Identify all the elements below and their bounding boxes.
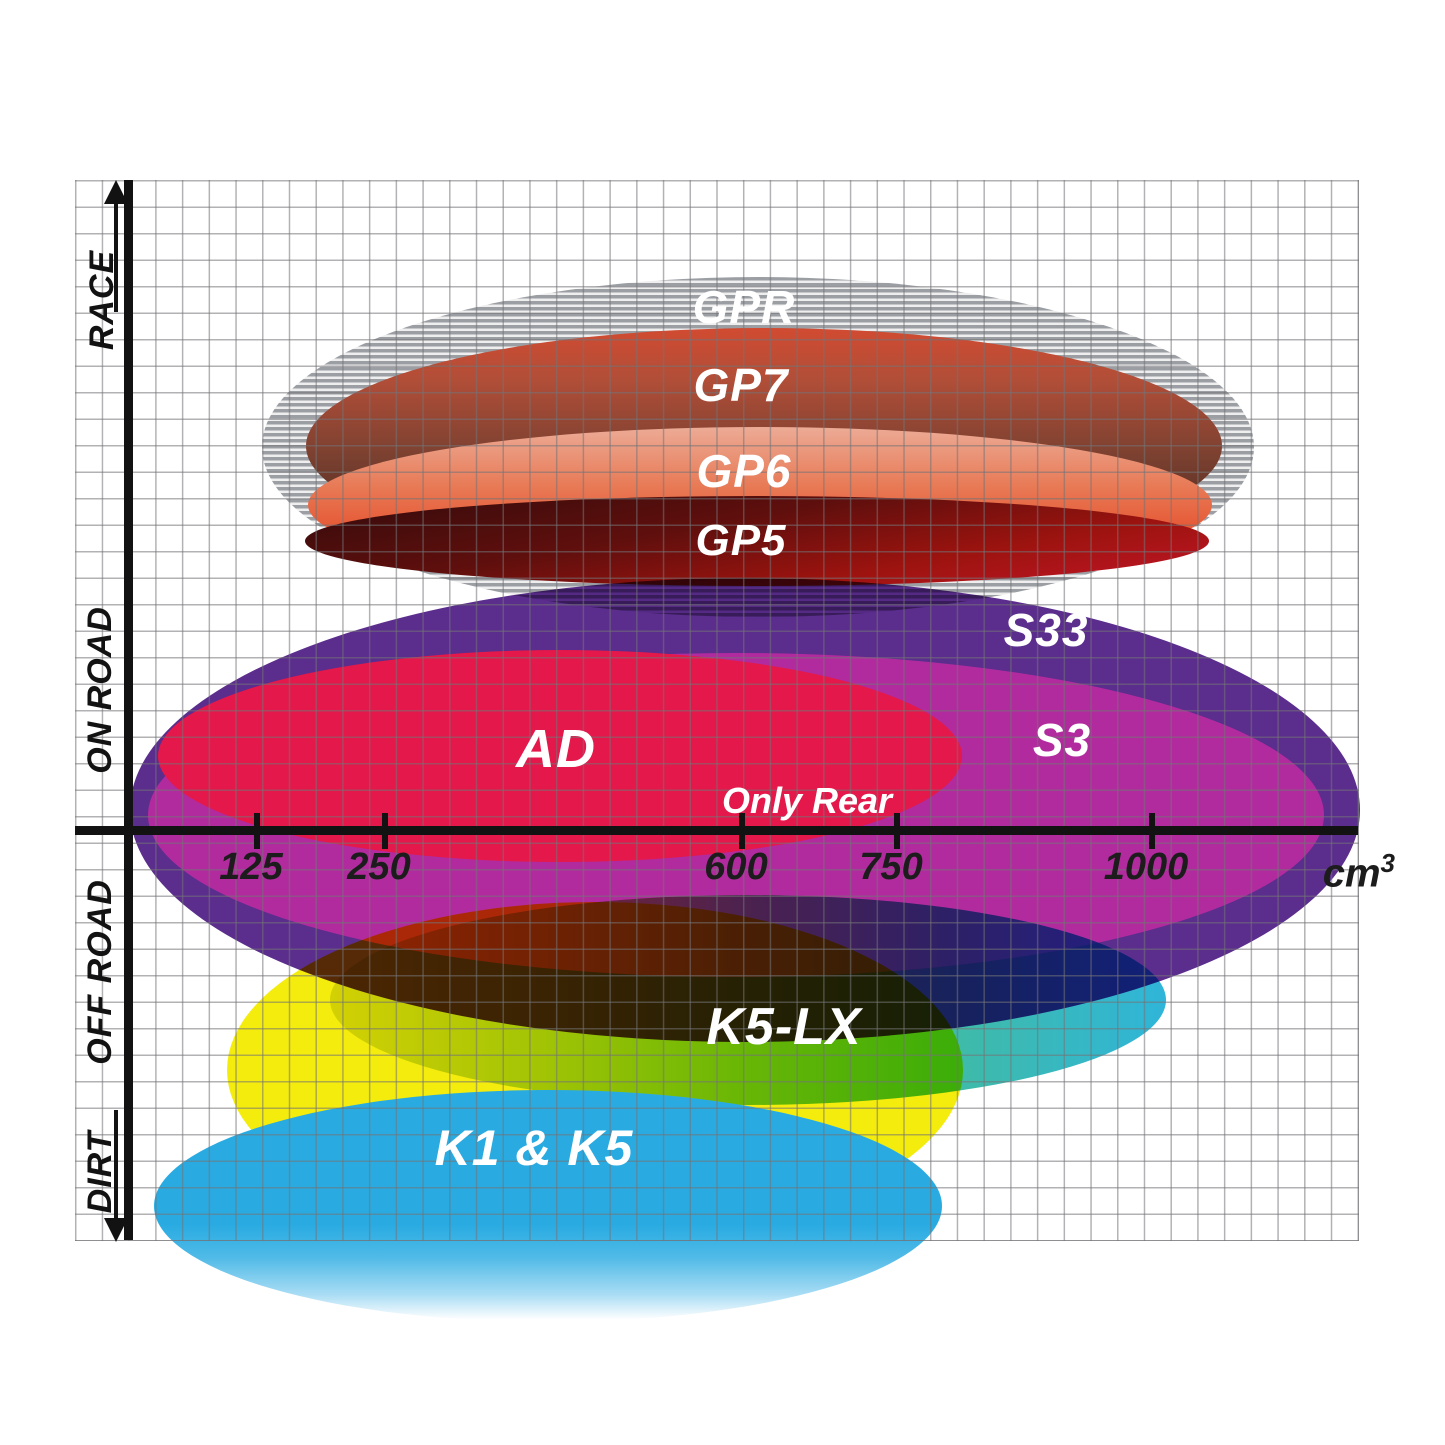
race-arrow-up-icon <box>104 180 128 204</box>
product-label-gpr: GPR <box>692 281 796 333</box>
product-label-k5lx: K5-LX <box>706 998 862 1056</box>
race-arrow-shaft <box>114 202 118 312</box>
product-label-s33: S33 <box>1003 604 1089 656</box>
product-label-s3: S3 <box>1032 714 1092 766</box>
product-label-gp6: GP6 <box>696 445 792 497</box>
x-tick-250 <box>382 813 388 849</box>
x-tick-1000 <box>1149 813 1155 849</box>
dirt-arrow-down-icon <box>104 1218 128 1242</box>
x-axis-unit-label: cm3 <box>1322 848 1395 896</box>
dirt-arrow-shaft <box>114 1110 118 1222</box>
product-label-ad: AD <box>516 719 596 779</box>
y-axis-line <box>124 180 133 1240</box>
x-tick-label-250: 250 <box>347 846 411 888</box>
y-zone-label-on-road: ON ROAD <box>80 606 119 774</box>
x-tick-600 <box>739 813 745 849</box>
x-tick-125 <box>254 813 260 849</box>
x-tick-label-1000: 1000 <box>1103 846 1189 888</box>
x-axis-line <box>75 826 1358 835</box>
product-label-gp7: GP7 <box>693 359 789 411</box>
x-tick-label-750: 750 <box>859 846 923 888</box>
only-rear-annotation: Only Rear <box>721 780 893 821</box>
x-tick-750 <box>894 813 900 849</box>
product-label-gp5: GP5 <box>695 516 787 565</box>
product-label-k1k5: K1 & K5 <box>434 1120 634 1176</box>
x-tick-label-125: 125 <box>219 846 283 888</box>
x-tick-label-600: 600 <box>704 846 768 888</box>
